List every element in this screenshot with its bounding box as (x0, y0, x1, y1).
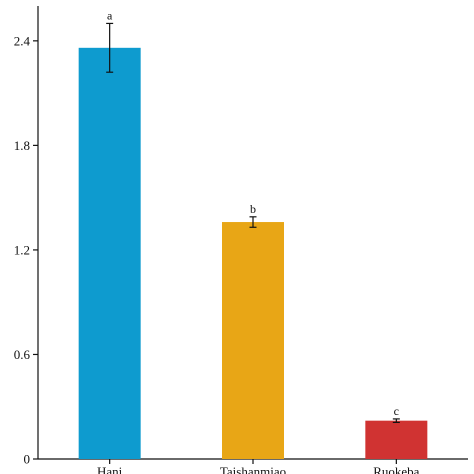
significance-label: b (250, 202, 256, 216)
bar-ruokeba (365, 420, 428, 459)
x-tick-label: Ruokeba (373, 464, 419, 474)
x-tick-label: Taishanmiao (220, 464, 286, 474)
significance-label: c (394, 404, 399, 418)
y-tick-label: 0 (24, 452, 31, 467)
x-axis: Hani Taishanmiao Ruokeba (38, 458, 468, 474)
y-tick-label: 1.8 (14, 138, 30, 153)
significance-label: a (107, 8, 113, 22)
bars-group: a b c (78, 8, 428, 460)
bar-taishanmiao (222, 222, 284, 459)
y-tick-label: 0.6 (14, 347, 31, 362)
bar-hani (78, 47, 141, 460)
y-tick-label: 1.2 (14, 242, 30, 257)
y-tick-label: 2.4 (14, 33, 31, 48)
y-axis: 0 0.6 1.2 1.8 2.4 (14, 6, 39, 467)
x-tick-label: Hani (97, 464, 123, 474)
